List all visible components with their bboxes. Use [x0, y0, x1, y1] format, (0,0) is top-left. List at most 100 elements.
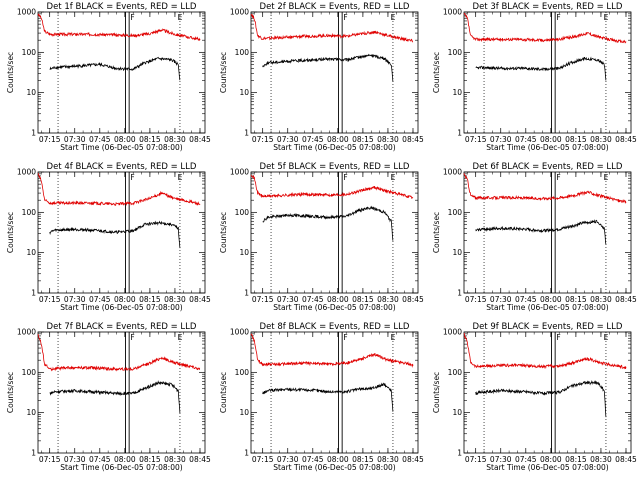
x-tick-label: 08:45 [402, 455, 424, 464]
x-tick-label: 07:30 [64, 135, 86, 144]
x-axis-label: Start Time (06-Dec-05 07:08:00) [273, 143, 395, 152]
x-tick-label: 08:45 [402, 135, 424, 144]
x-axis-label: Start Time (06-Dec-05 07:08:00) [486, 463, 608, 472]
x-tick-label: 08:30 [164, 295, 186, 304]
plot-svg: Det 4f BLACK = Events, RED = LLD 1 10 100 10… [6, 162, 211, 312]
x-tick-label: 07:45 [89, 295, 111, 304]
y-tick-label: 10 [452, 248, 462, 257]
y-tick-label: 1000 [17, 168, 36, 177]
y-tick-label: 1000 [17, 8, 36, 17]
lld-series-line [37, 333, 201, 372]
flag-label: E [604, 333, 609, 342]
y-tick-label: 1 [31, 289, 36, 298]
flag-label: E [604, 173, 609, 182]
y-tick-label: 100 [22, 48, 37, 57]
x-tick-label: 07:15 [465, 135, 487, 144]
y-axis-label: Counts/sec [432, 372, 441, 413]
y-tick-label: 1000 [230, 8, 249, 17]
x-tick-label: 07:45 [302, 455, 324, 464]
y-tick-label: 10 [239, 88, 249, 97]
x-tick-label: 08:00 [327, 135, 349, 144]
x-tick-label: 07:30 [64, 295, 86, 304]
y-tick-label: 1 [244, 289, 249, 298]
x-tick-label: 07:30 [490, 295, 512, 304]
y-tick-label: 100 [235, 208, 250, 217]
x-tick-label: 07:15 [465, 455, 487, 464]
x-tick-label: 07:15 [252, 135, 274, 144]
y-tick-label: 1 [457, 129, 462, 138]
x-tick-label: 07:30 [277, 295, 299, 304]
x-tick-label: 08:45 [189, 135, 211, 144]
x-tick-label: 07:45 [302, 135, 324, 144]
y-tick-label: 1000 [17, 328, 36, 337]
detector-plot-6: Det 6f BLACK = Events, RED = LLD 1 10 100 10… [426, 160, 639, 320]
plot-svg: Det 1f BLACK = Events, RED = LLD 1 10 100 10… [6, 2, 211, 152]
y-tick-label: 100 [235, 48, 250, 57]
y-tick-label: 1 [244, 129, 249, 138]
y-tick-label: 1 [31, 129, 36, 138]
flag-label: E [178, 333, 183, 342]
y-axis-label: Counts/sec [219, 372, 228, 413]
x-tick-label: 08:45 [615, 455, 637, 464]
x-tick-label: 07:15 [39, 295, 61, 304]
y-axis-label: Counts/sec [219, 212, 228, 253]
lld-series-line [250, 174, 414, 199]
x-tick-label: 07:45 [515, 455, 537, 464]
plot-title: Det 9f BLACK = Events, RED = LLD [473, 322, 623, 332]
lld-series-line [37, 13, 201, 41]
flag-label: F [343, 333, 347, 342]
plot-title: Det 2f BLACK = Events, RED = LLD [260, 2, 410, 12]
detector-plot-5: Det 5f BLACK = Events, RED = LLD 1 10 100 10… [213, 160, 426, 320]
plot-frame [250, 171, 419, 294]
plot-title: Det 7f BLACK = Events, RED = LLD [47, 322, 197, 332]
lld-series-line [463, 332, 627, 370]
x-tick-label: 08:30 [590, 295, 612, 304]
y-tick-label: 1000 [230, 328, 249, 337]
y-tick-label: 10 [239, 248, 249, 257]
x-tick-label: 08:30 [377, 135, 399, 144]
x-tick-label: 08:30 [164, 135, 186, 144]
plot-svg: Det 9f BLACK = Events, RED = LLD 1 10 100 10… [432, 322, 637, 472]
x-axis-label: Start Time (06-Dec-05 07:08:00) [273, 303, 395, 312]
x-tick-label: 08:15 [352, 455, 374, 464]
x-tick-label: 08:15 [352, 295, 374, 304]
x-axis-label: Start Time (06-Dec-05 07:08:00) [486, 143, 608, 152]
y-axis-label: Counts/sec [6, 52, 15, 93]
plot-title: Det 4f BLACK = Events, RED = LLD [47, 162, 197, 172]
y-tick-label: 10 [452, 88, 462, 97]
events-series-line [475, 380, 607, 418]
detector-plot-7: Det 7f BLACK = Events, RED = LLD 1 10 100 10… [0, 320, 213, 480]
x-tick-label: 08:15 [139, 135, 161, 144]
y-tick-label: 1 [457, 449, 462, 458]
x-tick-label: 07:30 [277, 135, 299, 144]
x-tick-label: 08:45 [189, 295, 211, 304]
y-tick-label: 1 [244, 449, 249, 458]
y-tick-label: 1 [457, 289, 462, 298]
x-axis-label: Start Time (06-Dec-05 07:08:00) [486, 303, 608, 312]
plot-title: Det 1f BLACK = Events, RED = LLD [47, 2, 197, 12]
plot-frame [250, 331, 419, 454]
y-tick-label: 10 [26, 248, 36, 257]
plot-svg: Det 2f BLACK = Events, RED = LLD 1 10 100 10… [219, 2, 424, 152]
y-axis-label: Counts/sec [432, 212, 441, 253]
x-tick-label: 08:15 [565, 135, 587, 144]
lld-series-line [463, 173, 627, 204]
flag-label: E [604, 13, 609, 22]
lld-series-line [37, 172, 201, 207]
flag-label: F [343, 173, 347, 182]
flag-label: E [178, 13, 183, 22]
detector-plot-4: Det 4f BLACK = Events, RED = LLD 1 10 100 10… [0, 160, 213, 320]
y-tick-label: 1000 [443, 168, 462, 177]
y-tick-label: 100 [448, 208, 463, 217]
plot-svg: Det 8f BLACK = Events, RED = LLD 1 10 100 10… [219, 322, 424, 472]
x-tick-label: 08:30 [377, 455, 399, 464]
flag-label: F [130, 13, 134, 22]
flag-label: F [556, 333, 560, 342]
x-tick-label: 08:00 [114, 135, 136, 144]
events-series-line [262, 53, 394, 82]
y-axis-label: Counts/sec [432, 52, 441, 93]
plot-title: Det 5f BLACK = Events, RED = LLD [260, 162, 410, 172]
flag-label: F [130, 173, 134, 182]
x-tick-label: 08:00 [540, 135, 562, 144]
